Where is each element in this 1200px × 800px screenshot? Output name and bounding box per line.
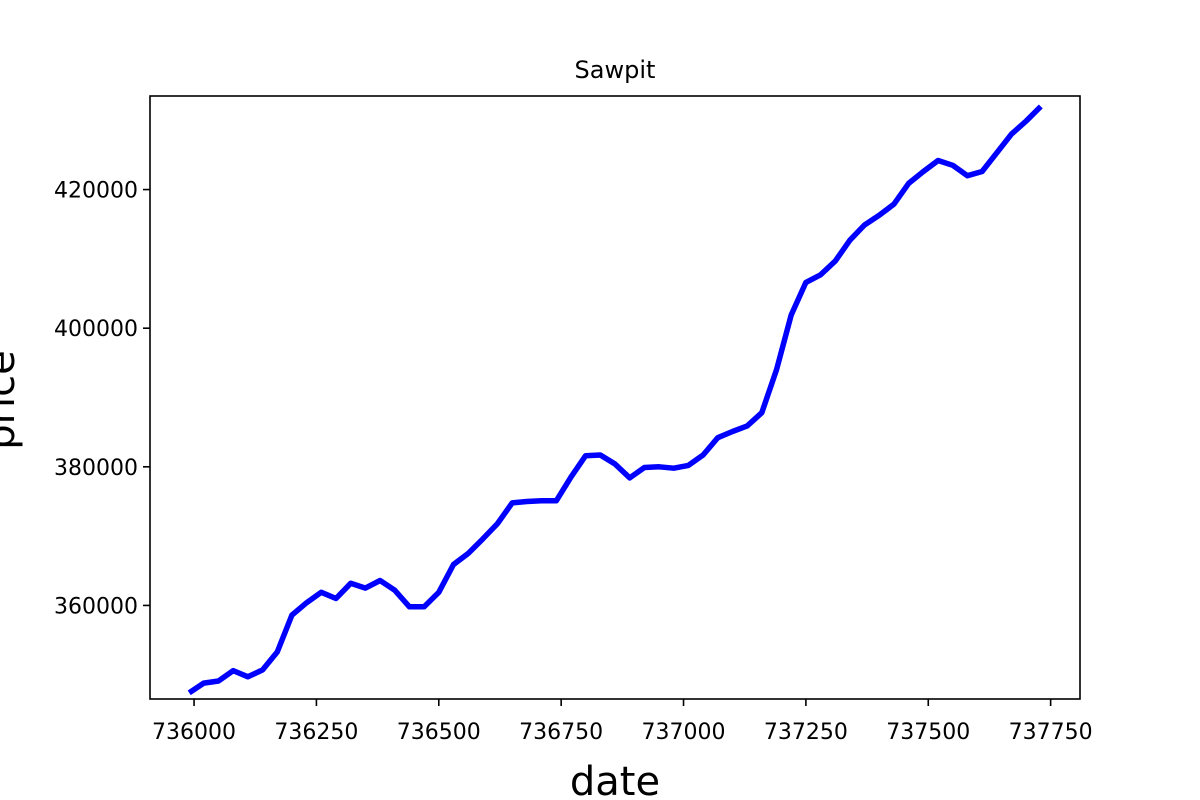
y-tick-label: 360000 [54, 594, 138, 619]
x-tick-label: 737750 [1009, 720, 1093, 745]
x-tick-label: 737000 [642, 720, 726, 745]
x-tick-label: 736250 [274, 720, 358, 745]
chart-title: Sawpit [575, 56, 656, 84]
x-tick-label: 736500 [397, 720, 481, 745]
y-tick-label: 400000 [54, 317, 138, 342]
series-line-price [187, 104, 1043, 696]
series-layer [187, 104, 1043, 696]
y-tick-label: 380000 [54, 456, 138, 481]
x-tick-label: 736750 [519, 720, 603, 745]
x-tick-label: 736000 [152, 720, 236, 745]
x-tick-label: 737250 [764, 720, 848, 745]
ticks-layer: 736000 736250 736500 736750 737000 737250 7375… [54, 179, 1093, 745]
x-axis-label: date [570, 759, 660, 800]
y-axis-label: price [0, 350, 24, 450]
plot-area-frame [149, 95, 1081, 700]
x-tick-label: 737500 [886, 720, 970, 745]
y-tick-label: 420000 [54, 179, 138, 204]
